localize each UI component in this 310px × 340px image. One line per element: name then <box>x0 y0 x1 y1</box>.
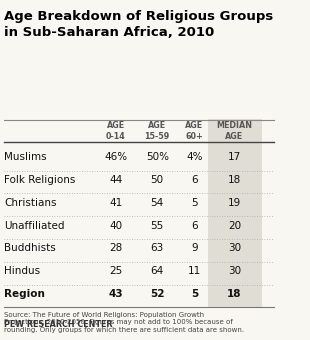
Text: Buddhists: Buddhists <box>4 243 56 253</box>
Text: 6: 6 <box>191 221 198 231</box>
Text: Region: Region <box>4 289 45 299</box>
Text: 40: 40 <box>109 221 122 231</box>
Text: 4%: 4% <box>186 152 203 162</box>
Text: 50: 50 <box>151 175 164 185</box>
Text: Folk Religions: Folk Religions <box>4 175 76 185</box>
Text: 9: 9 <box>191 243 198 253</box>
Text: 64: 64 <box>151 266 164 276</box>
Text: 18: 18 <box>227 289 242 299</box>
Text: PEW RESEARCH CENTER: PEW RESEARCH CENTER <box>4 320 113 329</box>
Text: 5: 5 <box>191 198 198 208</box>
Text: Source: The Future of World Religions: Population Growth
Projections, 2010-2050.: Source: The Future of World Religions: P… <box>4 312 244 333</box>
Text: 44: 44 <box>109 175 122 185</box>
FancyBboxPatch shape <box>208 119 262 307</box>
Text: 18: 18 <box>228 175 241 185</box>
Text: MEDIAN
AGE: MEDIAN AGE <box>216 121 252 141</box>
Text: 52: 52 <box>150 289 165 299</box>
Text: AGE
60+: AGE 60+ <box>185 121 204 141</box>
Text: 5: 5 <box>191 289 198 299</box>
Text: 30: 30 <box>228 243 241 253</box>
Text: AGE
15-59: AGE 15-59 <box>144 121 170 141</box>
Text: 41: 41 <box>109 198 122 208</box>
Text: Muslims: Muslims <box>4 152 47 162</box>
Text: 19: 19 <box>228 198 241 208</box>
Text: 43: 43 <box>108 289 123 299</box>
Text: Unaffiliated: Unaffiliated <box>4 221 65 231</box>
Text: 6: 6 <box>191 175 198 185</box>
Text: 17: 17 <box>228 152 241 162</box>
Text: 30: 30 <box>228 266 241 276</box>
Text: 20: 20 <box>228 221 241 231</box>
Text: 63: 63 <box>151 243 164 253</box>
Text: Age Breakdown of Religious Groups
in Sub-Saharan Africa, 2010: Age Breakdown of Religious Groups in Sub… <box>4 10 273 39</box>
Text: 55: 55 <box>151 221 164 231</box>
Text: 25: 25 <box>109 266 122 276</box>
Text: 54: 54 <box>151 198 164 208</box>
Text: Hindus: Hindus <box>4 266 40 276</box>
Text: 50%: 50% <box>146 152 169 162</box>
Text: 11: 11 <box>188 266 201 276</box>
Text: AGE
0-14: AGE 0-14 <box>106 121 126 141</box>
Text: Christians: Christians <box>4 198 57 208</box>
Text: 46%: 46% <box>104 152 127 162</box>
Text: 28: 28 <box>109 243 122 253</box>
